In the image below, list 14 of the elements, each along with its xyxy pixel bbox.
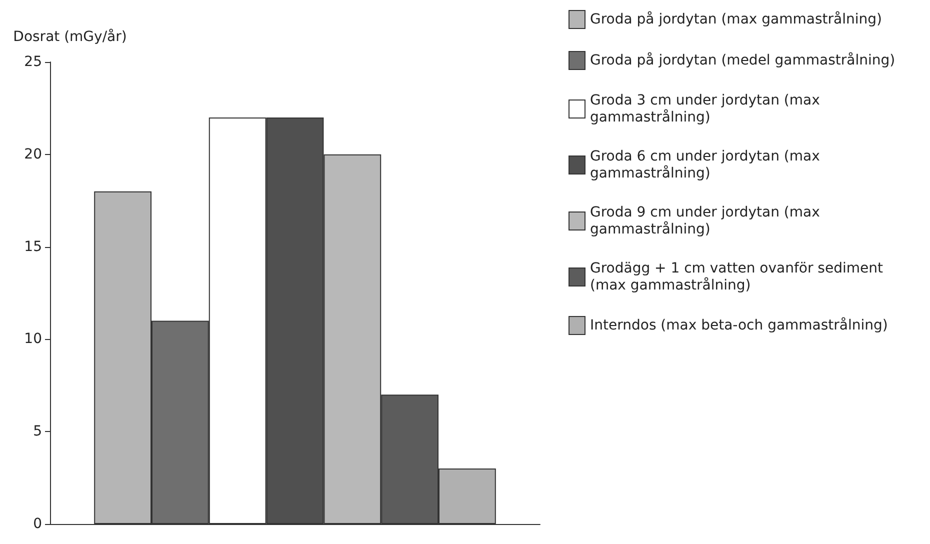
y-tick-label: 25: [24, 54, 42, 70]
legend-label: Groda på jordytan (medel gammastrålning): [590, 52, 896, 68]
legend-label: Interndos (max beta-och gammastrålning): [590, 316, 888, 334]
y-axis-title: Dosrat (mGy/år): [13, 28, 127, 45]
legend-label: Groda 9 cm under jordytan (max gammastrålning): [590, 204, 824, 238]
y-tick-label: 5: [33, 424, 42, 440]
y-tick-label: 10: [24, 331, 42, 348]
y-tick-label: 15: [24, 238, 42, 255]
legend-label: Groda på jordytan (max gammastrålning): [590, 10, 882, 28]
legend-label: Groda 3 cm under jordytan (max gammastrålning): [590, 92, 824, 126]
legend-label: Grodägg + 1 cm vatten ovanför sediment (max gammastrålning): [590, 260, 888, 294]
y-tick-label: 0: [33, 516, 42, 532]
legend-label: Groda 6 cm under jordytan (max gammastrålning): [590, 148, 824, 182]
y-tick-label: 20: [24, 146, 42, 162]
